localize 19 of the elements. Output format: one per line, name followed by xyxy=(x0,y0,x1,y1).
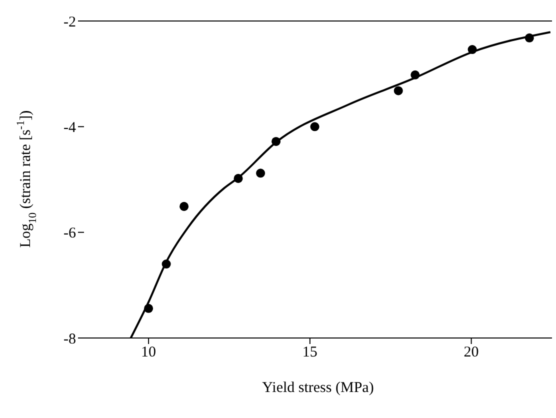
y-tick-label: -4 xyxy=(64,120,76,136)
x-tick-label: 15 xyxy=(302,344,318,361)
point xyxy=(162,260,171,269)
x-tick-label: 10 xyxy=(141,344,156,361)
point xyxy=(524,33,534,42)
y-tick-label: -8 xyxy=(64,331,76,348)
x-tick-label: 20 xyxy=(464,344,479,361)
point xyxy=(234,174,243,183)
point xyxy=(180,202,189,211)
point xyxy=(272,136,281,146)
point xyxy=(410,70,420,80)
y-tick-label: -2 xyxy=(64,14,76,30)
point xyxy=(256,168,266,178)
point xyxy=(144,304,154,313)
point xyxy=(310,122,320,132)
y-tick-label: -6 xyxy=(64,226,76,242)
point xyxy=(394,86,403,96)
x-axis-title: Yield stress (MPa) xyxy=(262,380,374,396)
point xyxy=(468,45,477,54)
